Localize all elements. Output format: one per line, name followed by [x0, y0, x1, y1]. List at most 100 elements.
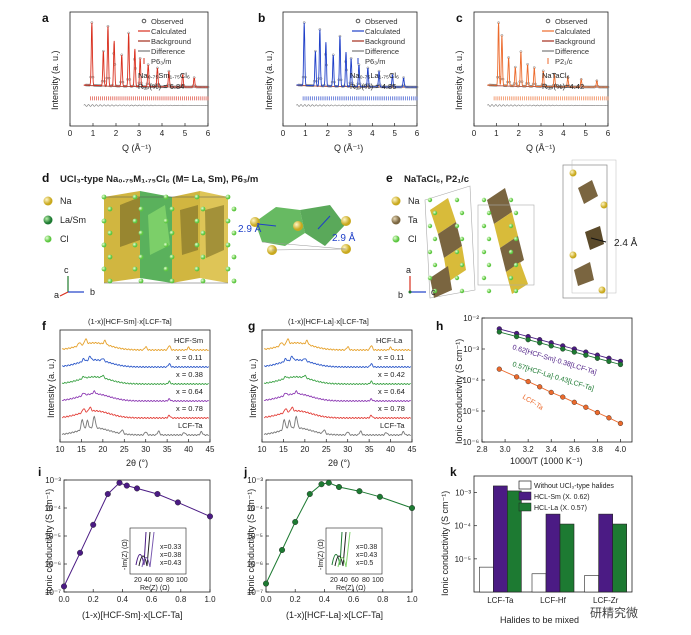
- cl-atom: [169, 230, 175, 236]
- inset-tick-j-3: 80: [362, 577, 370, 584]
- axis-c-e: c: [431, 287, 436, 297]
- plot-frame-g: [261, 329, 413, 443]
- data-point: [154, 491, 161, 498]
- cl-atom: [427, 275, 433, 281]
- formula-b: Na₀.₇₅La₁.₇₅Cl₆: [350, 71, 399, 80]
- x-tick-label: 3.6: [569, 445, 581, 454]
- bar: [584, 575, 599, 593]
- cl-atom: [459, 210, 465, 216]
- data-point: [336, 484, 343, 491]
- y-tick-label: 10⁻⁵: [247, 532, 263, 541]
- panel-label-k: k: [450, 465, 457, 479]
- panel-k: k LCF-Ta LCF-Hf LCF-Zr 10⁻⁵ 10⁻⁴ 10⁻³ Without…: [440, 465, 633, 625]
- panel-label-c: c: [456, 11, 463, 25]
- xlabel-b: Q (Å⁻¹): [334, 143, 363, 153]
- y-tick-label: 10⁻³: [45, 476, 61, 485]
- x-tick-label: 45: [206, 445, 215, 454]
- x-tick-label: 5: [183, 129, 188, 138]
- cl-atom: [231, 230, 237, 236]
- ylabel-j: Ionic conductivity (S cm⁻¹): [246, 489, 256, 594]
- cl-atom: [508, 197, 514, 203]
- xrd-b-plot: [296, 21, 419, 107]
- ylabel-i: Ionic conductivity (S cm⁻¹): [44, 489, 54, 594]
- inset-legend-i-1: x=0.38: [160, 552, 181, 559]
- inset-ylabel-i: -Im(Z) (Ω): [122, 539, 129, 570]
- data-point: [61, 583, 68, 590]
- composition-line: [265, 482, 413, 584]
- x-tick-label: 3: [137, 129, 142, 138]
- species-cl-d: Cl: [60, 234, 69, 244]
- panel-label-d: d: [42, 171, 49, 185]
- cl-atom: [107, 278, 113, 284]
- cl-atom: [169, 254, 175, 260]
- trace-label-f-4: x = 0.78: [176, 404, 203, 413]
- plot-frame-f: [59, 329, 211, 443]
- y-tick-label: 10⁻⁶: [45, 560, 61, 569]
- axis-c-d: c: [64, 265, 69, 275]
- data-point: [606, 415, 612, 421]
- category-label: LCF-Ta: [487, 596, 514, 605]
- cl-atom: [481, 249, 487, 255]
- x-tick-label: 3.2: [523, 445, 535, 454]
- inset-tick-j-1: 40: [340, 577, 348, 584]
- cl-atom: [169, 278, 175, 284]
- inset-xlabel-i: Re(Z) (Ω): [140, 585, 170, 592]
- data-point: [116, 479, 123, 486]
- composition-plot-i: 0.0 0.2 0.4 0.6 0.8 1.0 10⁻⁷ 10⁻⁶ 10⁻⁵ 10⁻⁴ 10⁻³: [44, 476, 216, 604]
- panel-label-h: h: [436, 319, 443, 333]
- x-tick-label: 0: [281, 129, 286, 138]
- cl-atom: [486, 262, 492, 268]
- cl-atom: [138, 206, 144, 212]
- legend-observed-marker: [545, 18, 551, 24]
- xrd-trace: [263, 374, 411, 386]
- species-lasm-d: La/Sm: [60, 215, 86, 225]
- legend-calculated-c: Calculated: [555, 27, 590, 36]
- xrd-trace: [61, 374, 209, 386]
- ylabel-c: Intensity (a. u.): [454, 50, 464, 110]
- xlabel-k: Halides to be mixed: [500, 615, 579, 625]
- difference-curve: [296, 104, 417, 107]
- data-point: [306, 491, 313, 498]
- panel-a: a Observed Calculated Background Differe…: [42, 11, 211, 153]
- space-group-b: P6₃/m: [365, 57, 386, 66]
- data-point: [617, 361, 624, 368]
- cl-atom: [107, 230, 113, 236]
- data-point: [263, 580, 270, 587]
- cl-atom: [101, 266, 107, 272]
- x-tick-label: 0.6: [348, 595, 360, 604]
- inset-legend-i-2: x=0.43: [160, 560, 181, 567]
- cl-atom: [200, 206, 206, 212]
- panel-i: i 0.0 0.2 0.4 0.6 0.8 1.0 10⁻⁷ 10⁻⁶ 10⁻⁵ 10⁻⁴ 10⁻³…: [38, 465, 216, 620]
- data-point: [496, 366, 502, 372]
- inset-legend-j-2: x=0.5: [356, 560, 373, 567]
- data-point: [123, 482, 130, 489]
- category-label: LCF-Zr: [593, 596, 619, 605]
- y-tick-label: 10⁻⁵: [455, 555, 471, 564]
- calculated-curve: [296, 22, 417, 88]
- xrd-trace: [263, 415, 411, 436]
- legend-k-0: Without UCl₃-type halides: [534, 483, 614, 490]
- series-label-h-2: LCF-Ta: [521, 394, 544, 412]
- cl-atom: [225, 242, 231, 248]
- x-tick-label: 15: [279, 445, 288, 454]
- species-na-e: Na: [408, 196, 420, 206]
- ta-cell-e: [562, 159, 617, 299]
- distance-label-e: 2.4 Å: [614, 236, 638, 249]
- cl-atom: [513, 288, 519, 294]
- trace-label-g-2: x = 0.42: [378, 370, 405, 379]
- cl-atoms-d: [101, 194, 237, 284]
- cl-atom: [225, 266, 231, 272]
- inset-legend-i-0: x=0.33: [160, 544, 181, 551]
- la-sm-atom-icon: [43, 215, 53, 225]
- panel-g: g (1-x)[HCF-La]·x[LCF-Ta] HCF-La x = 0.1…: [248, 317, 417, 468]
- ylabel-a: Intensity (a. u.): [50, 50, 60, 110]
- panel-j: j 0.0 0.2 0.4 0.6 0.8 1.0 10⁻⁷ 10⁻⁶ 10⁻⁵ 10⁻⁴ 10⁻³…: [243, 465, 418, 620]
- data-point: [606, 358, 612, 365]
- x-tick-label: 4: [561, 129, 566, 138]
- cl-atom: [513, 236, 519, 242]
- bar: [531, 573, 547, 593]
- na-atom-icon: [391, 196, 401, 206]
- xrd-a-plot: [83, 21, 210, 107]
- data-point: [90, 521, 97, 528]
- x-tick-label: 1: [303, 129, 308, 138]
